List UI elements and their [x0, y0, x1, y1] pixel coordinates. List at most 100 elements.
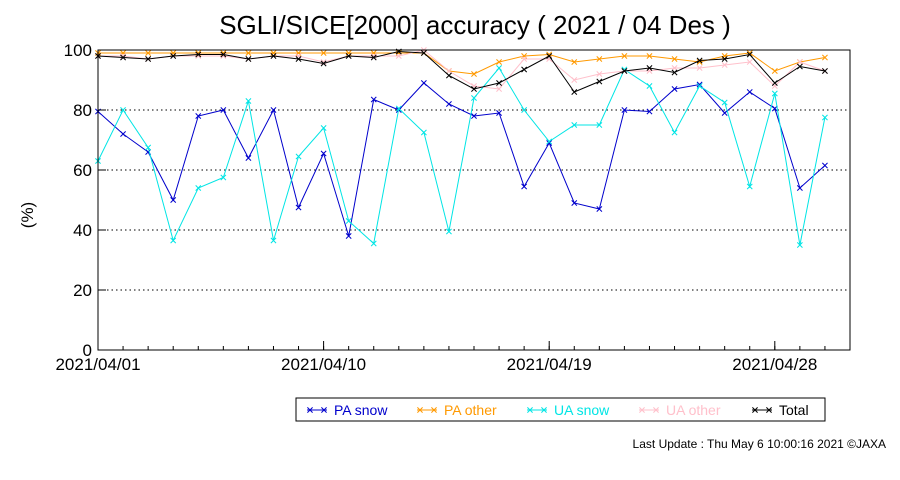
- data-point-ua-snow: [145, 144, 152, 151]
- data-point-total: [295, 56, 302, 62]
- data-point-total: [696, 57, 703, 64]
- data-point-pa-other: [546, 51, 553, 58]
- y-tick-label: 100: [64, 41, 92, 60]
- data-point-ua-snow: [596, 122, 603, 128]
- series-line-total: [97, 50, 825, 93]
- y-tick-label: 40: [73, 221, 92, 240]
- data-point-pa-other: [245, 50, 252, 56]
- chart-title: SGLI/SICE[2000] accuracy ( 2021 / 04 Des…: [219, 10, 731, 40]
- legend-label-ua-other: UA other: [666, 402, 721, 418]
- data-point-pa-other: [596, 56, 603, 62]
- data-point-ua-other: [796, 59, 803, 65]
- data-point-total: [420, 50, 427, 56]
- data-point-pa-snow: [521, 183, 528, 190]
- data-point-ua-snow: [320, 125, 327, 131]
- data-point-pa-snow: [370, 96, 377, 103]
- data-point-pa-snow: [245, 155, 252, 161]
- data-point-ua-snow: [746, 183, 753, 190]
- data-point-total: [245, 56, 252, 62]
- legend-marker-pa-snow: [321, 407, 327, 413]
- data-point-ua-snow: [571, 122, 578, 128]
- y-tick-label: 80: [73, 101, 92, 120]
- legend: PA snow PA other UA snow UA other Total: [295, 397, 826, 422]
- legend-marker-total: [766, 407, 772, 413]
- data-point-pa-snow: [320, 150, 327, 157]
- data-point-total: [621, 68, 628, 74]
- data-point-total: [320, 60, 327, 67]
- series-line-ua-snow: [97, 67, 826, 246]
- data-point-pa-snow: [746, 89, 753, 95]
- data-point-pa-snow: [621, 107, 628, 113]
- data-point-ua-snow: [345, 218, 352, 224]
- legend-marker-pa-other: [431, 407, 437, 413]
- data-point-pa-snow: [345, 233, 352, 239]
- x-tick-label: 2021/04/01: [55, 355, 140, 374]
- data-point-total: [496, 80, 503, 86]
- data-point-total: [571, 89, 578, 95]
- series-pa-other: [95, 50, 828, 77]
- data-point-ua-snow: [646, 83, 653, 89]
- data-point-pa-snow: [671, 86, 678, 92]
- data-point-total: [471, 86, 477, 92]
- legend-marker-ua-snow: [541, 407, 547, 413]
- data-point-ua-other: [671, 65, 678, 71]
- data-point-ua-snow: [721, 99, 728, 106]
- data-point-pa-snow: [420, 80, 427, 86]
- data-point-ua-snow: [395, 105, 402, 112]
- data-point-ua-snow: [546, 138, 553, 145]
- data-point-pa-snow: [220, 107, 227, 113]
- data-point-total: [170, 53, 177, 59]
- data-point-pa-snow: [596, 206, 603, 212]
- data-point-pa-snow: [496, 110, 503, 116]
- data-point-ua-snow: [796, 242, 803, 248]
- data-point-ua-snow: [170, 237, 177, 244]
- data-point-pa-snow: [696, 81, 703, 88]
- y-tick-label: 0: [83, 341, 92, 360]
- data-point-total: [270, 53, 277, 59]
- data-point-pa-other: [771, 68, 778, 74]
- axis-layer: 0 20 40 60 80 100 2021/04/01 2021/04/10 2021/04/…: [55, 41, 851, 374]
- legend-label-total: Total: [779, 402, 809, 418]
- series-pa-snow: [95, 80, 828, 239]
- data-point-pa-snow: [821, 162, 828, 169]
- data-point-ua-other: [596, 71, 603, 77]
- plot-frame: [97, 49, 851, 351]
- data-point-pa-snow: [170, 197, 177, 203]
- data-point-total: [345, 53, 352, 59]
- data-point-pa-other: [821, 54, 828, 61]
- data-point-ua-snow: [521, 107, 528, 113]
- y-tick-label: 60: [73, 161, 92, 180]
- data-point-ua-other: [746, 59, 753, 65]
- data-point-ua-other: [496, 86, 503, 92]
- legend-label-ua-snow: UA snow: [554, 402, 610, 418]
- data-point-total: [671, 69, 678, 76]
- data-point-pa-snow: [445, 101, 452, 107]
- series-layer: [95, 47, 828, 248]
- legend-marker-ua-other: [639, 407, 645, 413]
- data-point-total: [521, 66, 528, 73]
- series-line-ua-other: [98, 49, 826, 90]
- data-point-pa-snow: [295, 204, 302, 211]
- x-tick-label: 2021/04/28: [732, 355, 817, 374]
- data-point-total: [546, 53, 553, 59]
- x-tick-label: 2021/04/10: [281, 355, 366, 374]
- data-point-total: [721, 56, 728, 62]
- data-point-pa-other: [320, 50, 327, 56]
- data-point-total: [771, 80, 778, 86]
- data-point-total: [445, 72, 452, 79]
- series-ua-snow: [95, 65, 828, 248]
- data-point-total: [646, 65, 653, 71]
- legend-marker-pa-other: [417, 407, 423, 413]
- data-point-pa-snow: [571, 200, 578, 206]
- data-point-ua-snow: [471, 95, 477, 101]
- y-tick-label: 20: [73, 281, 92, 300]
- data-point-total: [821, 68, 828, 74]
- data-point-ua-snow: [195, 185, 202, 191]
- legend-label-pa-other: PA other: [444, 402, 497, 418]
- data-point-ua-other: [571, 77, 578, 83]
- data-point-ua-snow: [671, 129, 678, 136]
- data-point-pa-snow: [546, 140, 553, 146]
- data-point-pa-other: [571, 59, 578, 65]
- data-point-pa-other: [621, 53, 628, 59]
- data-point-ua-snow: [220, 174, 227, 181]
